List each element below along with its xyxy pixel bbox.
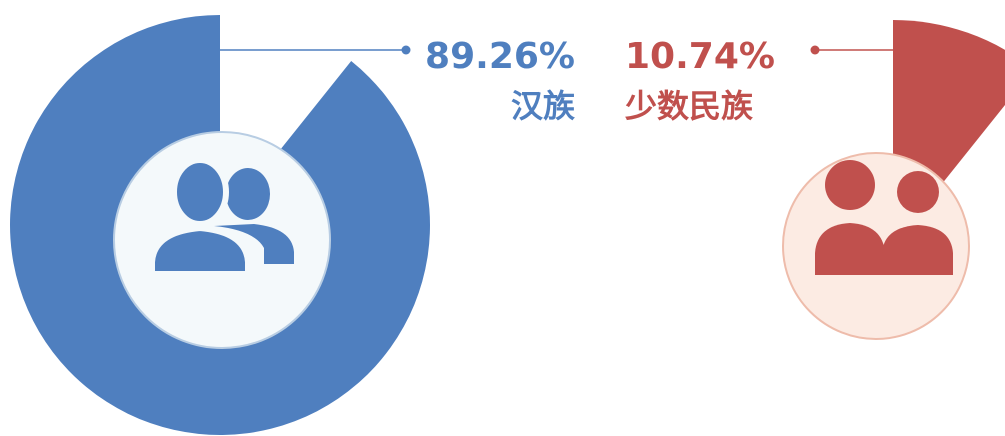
- people-icon: [815, 160, 953, 275]
- category-label: 汉族: [511, 87, 576, 125]
- leader-dot: [401, 45, 411, 55]
- category-label: 少数民族: [625, 87, 754, 125]
- people-icon: [149, 156, 294, 277]
- value-label: 10.74%: [625, 36, 775, 77]
- leader-dot: [810, 45, 820, 55]
- value-label: 89.26%: [425, 36, 575, 77]
